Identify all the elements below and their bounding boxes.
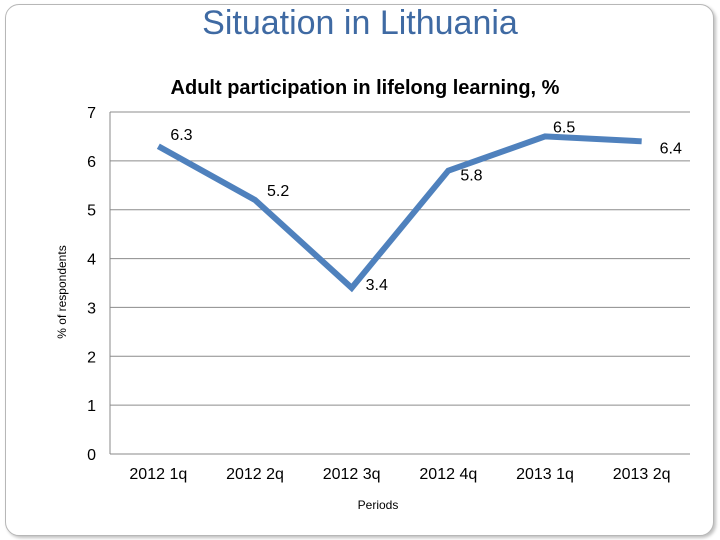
- y-tick-label: 6: [87, 154, 96, 171]
- y-axis-label: % of respondents: [55, 245, 69, 338]
- x-tick-label: 2013 2q: [613, 466, 671, 483]
- x-tick-label: 2012 1q: [129, 466, 187, 483]
- data-labels: 6.3 5.2 3.4 5.8 6.5 6.4: [170, 119, 682, 293]
- data-label: 3.4: [366, 277, 388, 294]
- x-tick-labels: 2012 1q 2012 2q 2012 3q 2012 4q 2013 1q 2013 …: [129, 466, 670, 483]
- data-label: 5.8: [460, 168, 482, 185]
- y-tick-label: 1: [87, 398, 96, 415]
- y-tick-label: 7: [87, 105, 96, 122]
- data-label: 6.3: [170, 127, 192, 144]
- y-tick-label: 4: [87, 252, 96, 269]
- data-label: 6.5: [553, 119, 575, 136]
- chart-title: Adult participation in lifelong learning…: [171, 77, 560, 99]
- y-tick-label: 3: [87, 300, 96, 317]
- y-tick-label: 2: [87, 349, 96, 366]
- y-tick-label: 5: [87, 203, 96, 220]
- x-tick-label: 2012 2q: [226, 466, 284, 483]
- gridlines: [110, 111, 690, 406]
- x-tick-label: 2013 1q: [516, 466, 574, 483]
- data-label: 5.2: [267, 183, 289, 200]
- data-label: 6.4: [660, 140, 682, 157]
- slide-title: Situation in Lithuania: [202, 4, 518, 42]
- slide-frame: [5, 4, 714, 536]
- series-line: [156, 133, 642, 293]
- x-axis-label: Periods: [358, 498, 399, 512]
- y-tick-label: 0: [87, 447, 96, 464]
- x-tick-label: 2012 4q: [419, 466, 477, 483]
- y-tick-labels: 0 1 2 3 4 5 6 7: [87, 105, 96, 464]
- series-layer: [156, 133, 642, 293]
- x-tick-label: 2012 3q: [323, 466, 381, 483]
